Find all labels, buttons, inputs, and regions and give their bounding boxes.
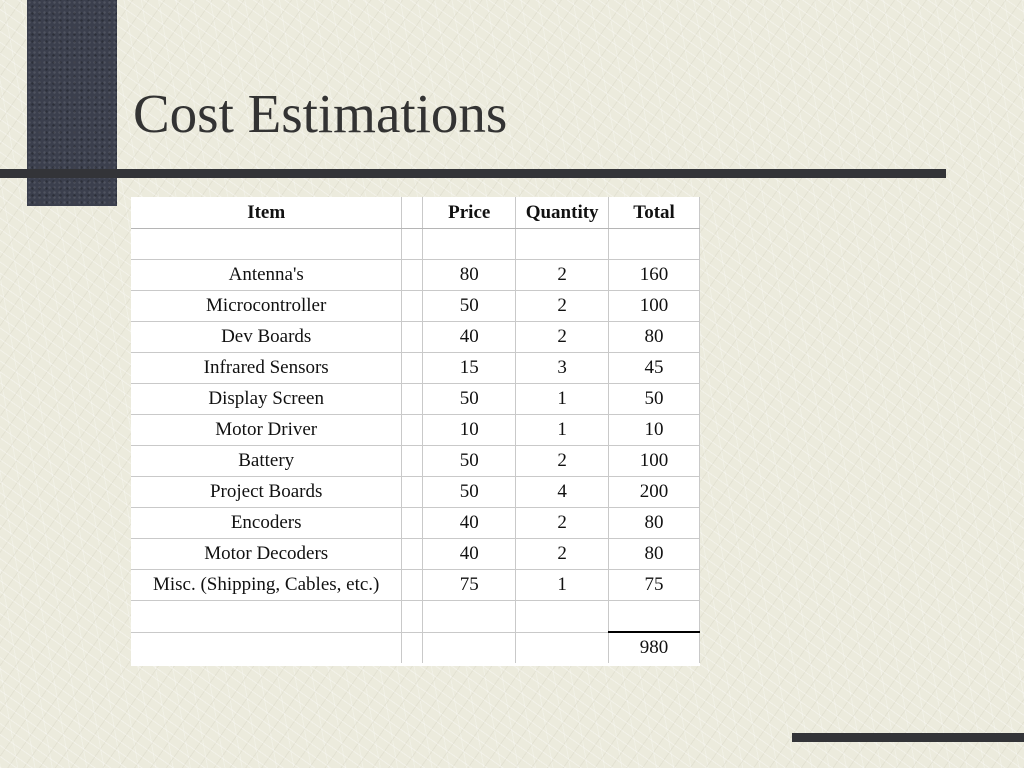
gap-cell (401, 569, 424, 601)
quantity-cell: 1 (515, 383, 610, 415)
item-cell: Encoders (131, 507, 403, 539)
total-cell: 100 (608, 290, 700, 322)
table-row: Encoders 40 2 80 (131, 507, 700, 539)
table-row: Motor Decoders 40 2 80 (131, 538, 700, 570)
price-cell (422, 600, 517, 633)
table-row (131, 600, 700, 633)
item-cell: Misc. (Shipping, Cables, etc.) (131, 569, 403, 601)
gap-cell (401, 352, 424, 384)
table-row: Antenna's 80 2 160 (131, 259, 700, 291)
gap-cell (401, 321, 424, 353)
total-cell: 50 (608, 383, 700, 415)
quantity-cell: 2 (515, 259, 610, 291)
gap-cell (401, 414, 424, 446)
item-cell (131, 632, 403, 663)
item-cell: Motor Decoders (131, 538, 403, 570)
gap-cell (401, 383, 424, 415)
quantity-cell (515, 632, 610, 663)
header-row: Item Price Quantity Total (131, 197, 700, 229)
gap-cell (401, 538, 424, 570)
total-cell (608, 600, 700, 633)
item-cell: Dev Boards (131, 321, 403, 353)
header-price: Price (422, 197, 517, 229)
quantity-cell: 3 (515, 352, 610, 384)
header-gap (401, 197, 424, 229)
quantity-cell: 2 (515, 290, 610, 322)
quantity-cell: 2 (515, 538, 610, 570)
total-cell (608, 228, 700, 260)
quantity-cell: 2 (515, 445, 610, 477)
quantity-cell: 2 (515, 507, 610, 539)
price-cell: 50 (422, 383, 517, 415)
table-row: Microcontroller 50 2 100 (131, 290, 700, 322)
grand-total-cell: 980 (608, 631, 700, 663)
price-cell: 15 (422, 352, 517, 384)
cost-table: Item Price Quantity Total Antenna's 80 2… (131, 197, 700, 663)
table-row: Dev Boards 40 2 80 (131, 321, 700, 353)
gap-cell (401, 290, 424, 322)
item-cell: Motor Driver (131, 414, 403, 446)
price-cell: 75 (422, 569, 517, 601)
table-row (131, 228, 700, 260)
total-cell: 75 (608, 569, 700, 601)
total-cell: 80 (608, 321, 700, 353)
quantity-cell: 2 (515, 321, 610, 353)
table-row: Infrared Sensors 15 3 45 (131, 352, 700, 384)
price-cell: 50 (422, 445, 517, 477)
price-cell: 50 (422, 290, 517, 322)
total-cell: 160 (608, 259, 700, 291)
item-cell: Battery (131, 445, 403, 477)
slide-title: Cost Estimations (133, 83, 508, 144)
total-cell: 10 (608, 414, 700, 446)
item-cell: Project Boards (131, 476, 403, 508)
item-cell (131, 600, 403, 633)
table-row: Project Boards 50 4 200 (131, 476, 700, 508)
gap-cell (401, 476, 424, 508)
gap-cell (401, 632, 424, 663)
item-cell: Infrared Sensors (131, 352, 403, 384)
quantity-cell: 1 (515, 414, 610, 446)
header-total: Total (608, 197, 700, 229)
price-cell: 40 (422, 538, 517, 570)
title-rule (0, 169, 946, 178)
gap-cell (401, 600, 424, 633)
total-cell: 80 (608, 507, 700, 539)
gap-cell (401, 259, 424, 291)
item-cell: Antenna's (131, 259, 403, 291)
table-row: Battery 50 2 100 (131, 445, 700, 477)
table-row: Motor Driver 10 1 10 (131, 414, 700, 446)
price-cell: 10 (422, 414, 517, 446)
quantity-cell: 1 (515, 569, 610, 601)
total-cell: 45 (608, 352, 700, 384)
quantity-cell (515, 600, 610, 633)
total-cell: 200 (608, 476, 700, 508)
gap-cell (401, 228, 424, 260)
price-cell (422, 632, 517, 663)
item-cell: Microcontroller (131, 290, 403, 322)
bottom-rule (792, 733, 1024, 742)
price-cell (422, 228, 517, 260)
header-item: Item (131, 197, 403, 229)
table-row: Misc. (Shipping, Cables, etc.) 75 1 75 (131, 569, 700, 601)
grand-total-row: 980 (131, 631, 700, 663)
total-cell: 80 (608, 538, 700, 570)
quantity-cell (515, 228, 610, 260)
table-row: Display Screen 50 1 50 (131, 383, 700, 415)
item-cell: Display Screen (131, 383, 403, 415)
quantity-cell: 4 (515, 476, 610, 508)
total-cell: 100 (608, 445, 700, 477)
gap-cell (401, 507, 424, 539)
gap-cell (401, 445, 424, 477)
price-cell: 40 (422, 321, 517, 353)
header-quantity: Quantity (515, 197, 610, 229)
cost-spreadsheet: Item Price Quantity Total Antenna's 80 2… (131, 197, 700, 666)
price-cell: 80 (422, 259, 517, 291)
price-cell: 40 (422, 507, 517, 539)
price-cell: 50 (422, 476, 517, 508)
item-cell (131, 228, 403, 260)
